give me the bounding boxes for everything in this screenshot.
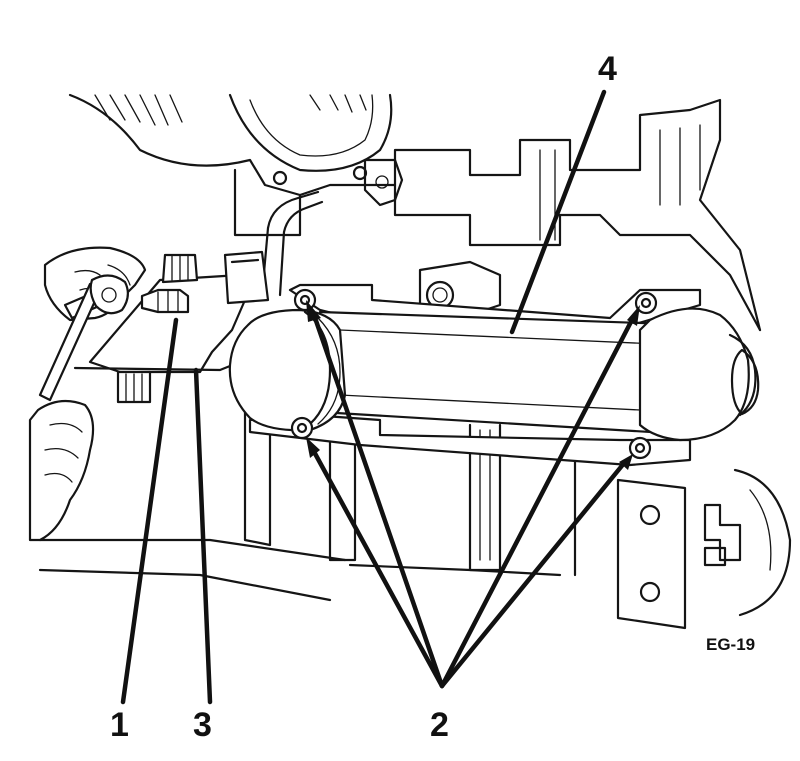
callout-2: 2 — [430, 706, 449, 744]
arrowhead — [306, 300, 321, 322]
leader-1 — [120, 317, 179, 705]
engine-block — [38, 98, 792, 630]
callout-1: 1 — [110, 706, 129, 744]
oil-cooler — [228, 283, 760, 467]
leader-2b — [309, 445, 445, 689]
dipstick-tube — [260, 190, 324, 297]
arrowhead — [306, 437, 320, 458]
leader-4 — [509, 89, 607, 335]
arrowhead — [627, 305, 640, 326]
leader-3 — [193, 367, 213, 705]
technician-hands — [28, 246, 147, 542]
figure-code: EG-19 — [706, 635, 756, 654]
leader-2c — [439, 313, 637, 689]
filter-adapter — [73, 250, 270, 404]
top-pulley-housing — [68, 93, 404, 207]
leader-lines — [120, 89, 640, 705]
leader-2d — [439, 459, 628, 689]
callout-4: 4 — [598, 50, 617, 88]
callout-3: 3 — [193, 706, 212, 744]
arrowhead — [619, 454, 633, 470]
leader-2a — [310, 309, 445, 689]
